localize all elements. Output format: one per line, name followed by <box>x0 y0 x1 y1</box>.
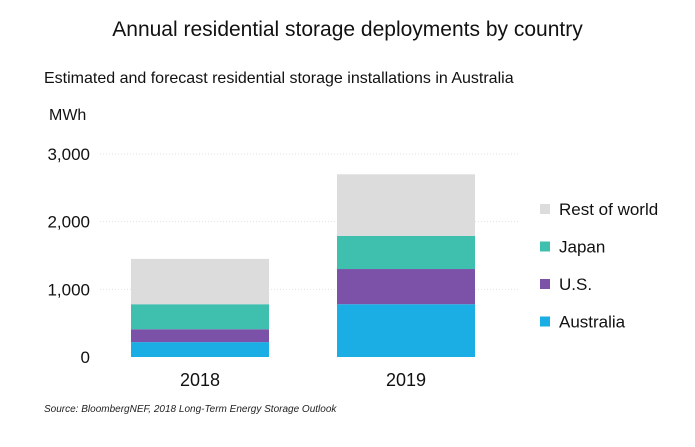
bar-australia-2019 <box>337 304 475 357</box>
legend-label: Australia <box>559 313 626 332</box>
bar-rest-of-world-2018 <box>131 258 269 305</box>
bar-u-s-2018 <box>131 329 269 343</box>
bar-australia-2018 <box>131 342 269 357</box>
legend-label: U.S. <box>559 275 592 294</box>
x-tick-label: 2018 <box>180 370 220 390</box>
bar-japan-2019 <box>337 235 475 270</box>
legend-swatch <box>540 279 550 289</box>
chart-subtitle: Estimated and forecast residential stora… <box>44 70 514 87</box>
legend-swatch <box>540 241 550 252</box>
source-note: Source: BloombergNEF, 2018 Long-Term Ene… <box>44 404 337 415</box>
y-tick-label: 2,000 <box>47 213 90 232</box>
legend-label: Japan <box>559 238 605 257</box>
y-tick-label: 0 <box>81 348 90 367</box>
bar-u-s-2019 <box>337 269 475 305</box>
y-axis-label: MWh <box>49 107 86 124</box>
legend-label: Rest of world <box>559 200 658 219</box>
legend-swatch <box>540 316 550 327</box>
bar-rest-of-world-2019 <box>337 174 475 236</box>
x-tick-label: 2019 <box>386 370 426 390</box>
y-tick-label: 3,000 <box>47 145 90 164</box>
bars-group <box>131 174 475 357</box>
y-axis-ticks: 0 1,000 2,000 3,000 <box>47 145 90 367</box>
y-tick-label: 1,000 <box>47 280 90 299</box>
legend: Rest of world Japan U.S. Australia <box>540 200 658 332</box>
bar-japan-2018 <box>131 304 269 330</box>
chart-title: Annual residential storage deployments b… <box>112 18 583 41</box>
x-axis-ticks: 2018 2019 <box>180 370 426 390</box>
legend-swatch <box>540 204 550 214</box>
